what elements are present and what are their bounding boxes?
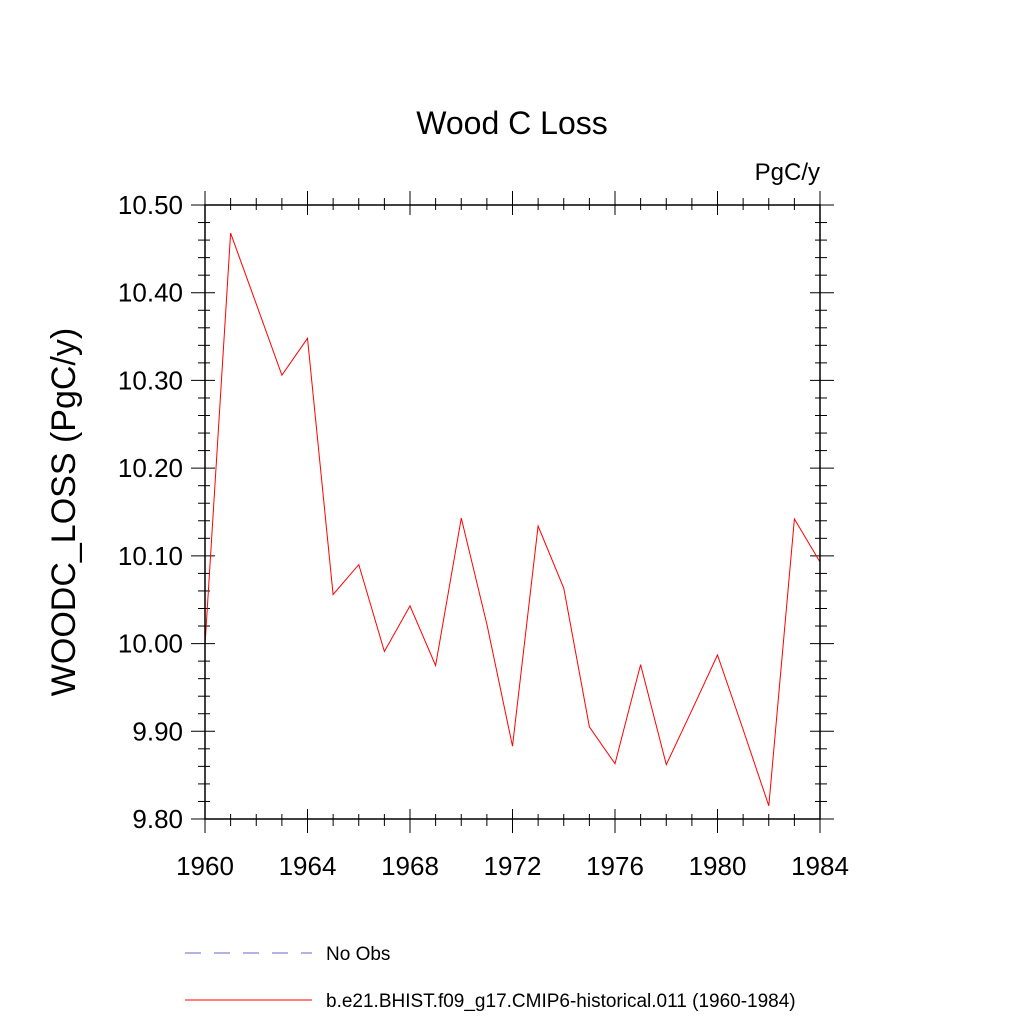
y-tick-labels: 9.80 9.90 10.00 10.10 10.20 10.30 10.40 10.50 <box>118 190 183 834</box>
y-tick-label: 10.40 <box>118 278 183 308</box>
y-tick-label: 10.30 <box>118 365 183 395</box>
series-line <box>204 232 821 806</box>
x-tick-label: 1980 <box>689 851 747 881</box>
y-tick-label: 9.90 <box>132 716 183 746</box>
y-tick-label: 10.20 <box>118 453 183 483</box>
y-tick-label: 10.50 <box>118 190 183 220</box>
x-tick-label: 1960 <box>176 851 234 881</box>
plot-frame <box>204 204 821 820</box>
x-tick-label: 1964 <box>279 851 337 881</box>
series-lines <box>204 232 821 806</box>
y-tick-label: 10.10 <box>118 541 183 571</box>
y-tick-label: 9.80 <box>132 804 183 834</box>
x-tick-label: 1972 <box>484 851 542 881</box>
axis-ticks <box>191 191 834 833</box>
units-label: PgC/y <box>755 159 820 186</box>
chart-title: Wood C Loss <box>416 105 608 141</box>
x-tick-labels: 1960 1964 1968 1972 1976 1980 1984 <box>176 851 849 881</box>
legend: No Obs b.e21.BHIST.f09_g17.CMIP6-historic… <box>185 944 796 1012</box>
x-tick-label: 1968 <box>381 851 439 881</box>
legend-label: b.e21.BHIST.f09_g17.CMIP6-historical.011… <box>326 991 796 1012</box>
y-axis-label: WOODC_LOSS (PgC/y) <box>45 328 83 696</box>
x-tick-label: 1984 <box>791 851 849 881</box>
y-tick-label: 10.00 <box>118 629 183 659</box>
legend-label: No Obs <box>326 944 390 965</box>
x-tick-label: 1976 <box>586 851 644 881</box>
